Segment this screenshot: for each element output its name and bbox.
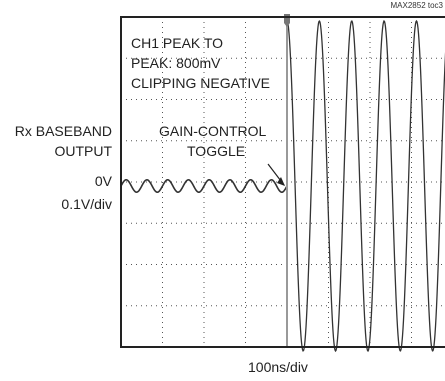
annotation-line-1: CH1 PEAK TO [131,35,224,51]
trace-segment [286,19,445,353]
waveform-trace [120,19,445,353]
y-axis-label-line-1: Rx BASEBAND [14,123,112,139]
callout-arrowhead [277,177,285,186]
y-axis-label-line-2: OUTPUT [54,143,112,159]
annotation-line-2: PEAK: 800mV [131,55,221,71]
plot-frame [120,16,445,348]
zero-level-label: 0V [94,173,112,189]
doc-tag: MAX2852 toc3 [390,1,443,10]
y-scale-label: 0.1V/div [61,196,112,212]
annotation-line-3: CLIPPING NEGATIVE [131,75,270,91]
marker-label-line-1: GAIN-CONTROL [159,123,267,139]
trigger-marker [284,14,290,27]
x-axis-label: 100ns/div [248,359,308,375]
marker-label-line-2: TOGGLE [187,143,246,159]
trace-segment [120,178,288,194]
